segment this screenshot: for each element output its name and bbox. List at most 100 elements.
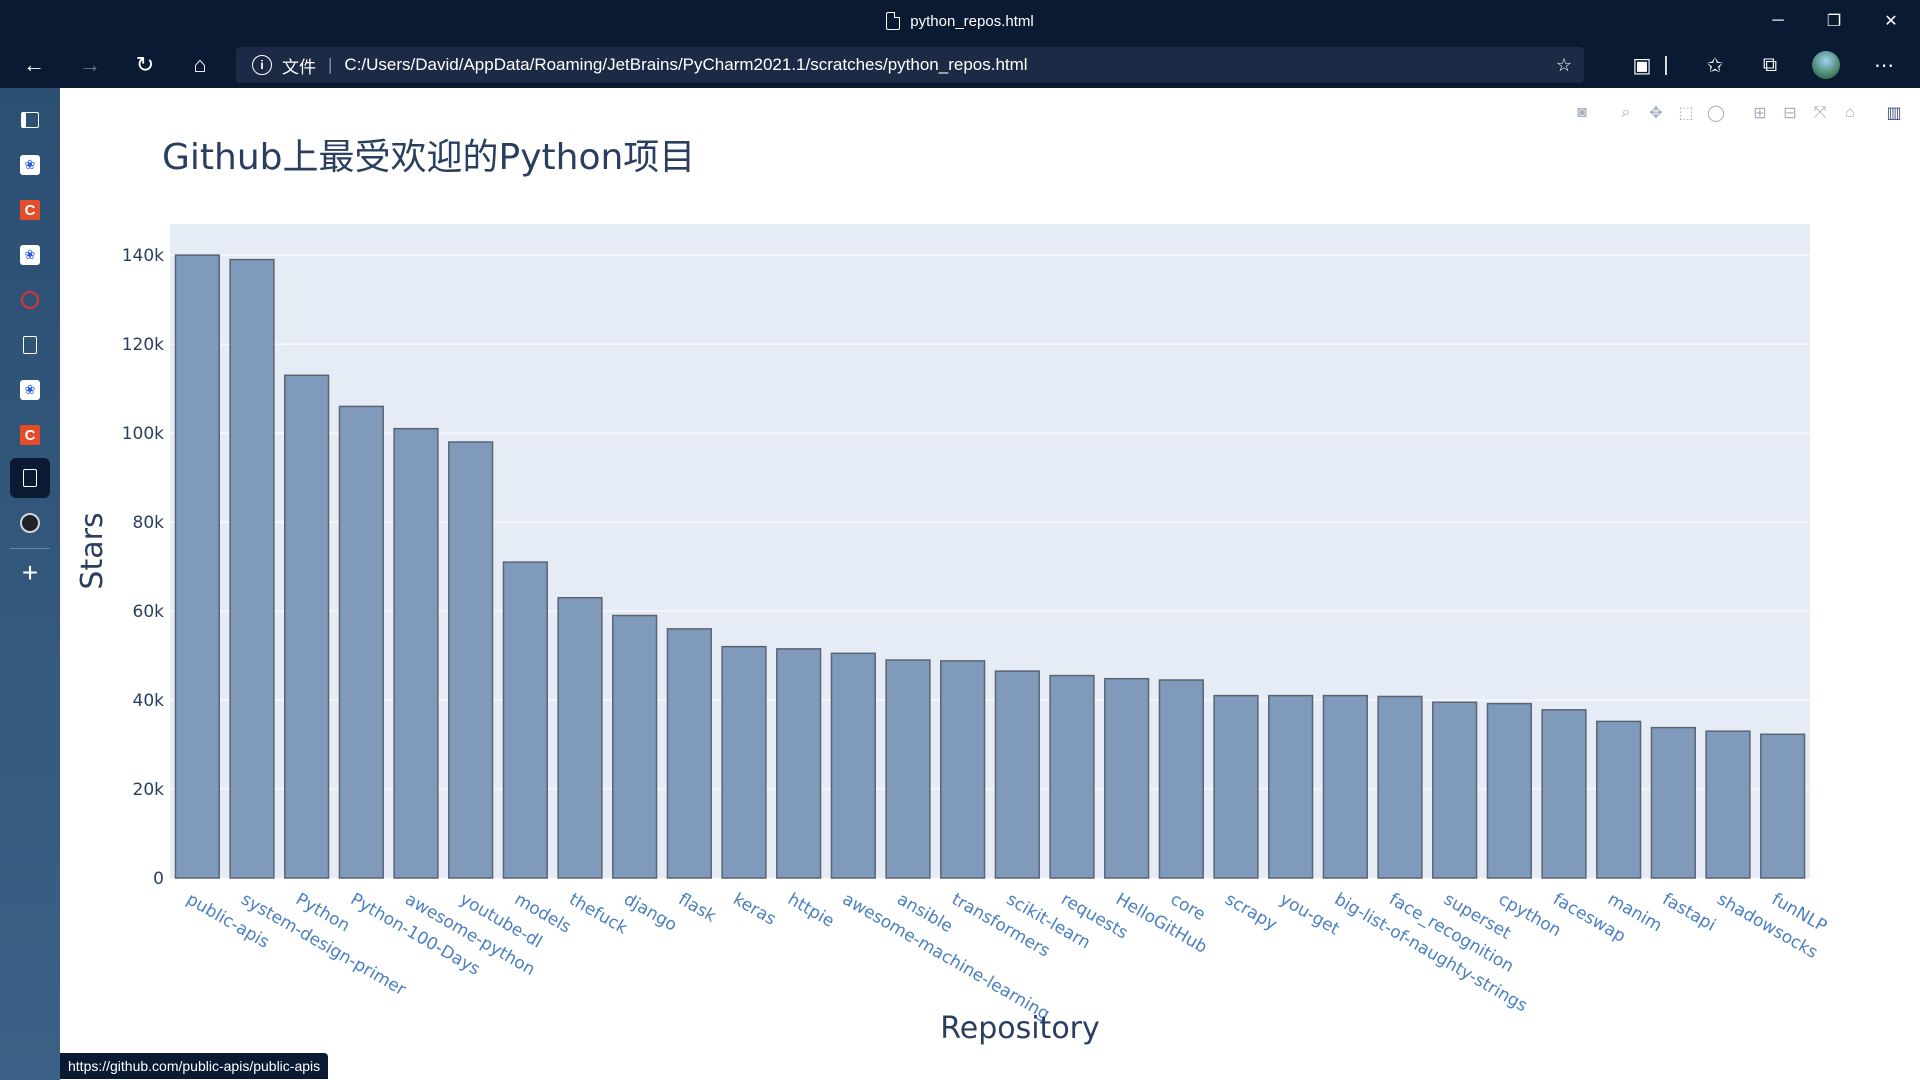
collections-icon[interactable]: ⧉ [1762,53,1778,76]
sidebar-item-document-1[interactable] [10,325,50,365]
sidebar: ❀ C ❀ ❀ C + [0,88,60,1080]
zoom-in-icon[interactable]: ⊞ [1753,105,1767,122]
bar [1760,733,1806,879]
bar [1322,694,1368,879]
bars [174,254,1806,879]
reset-axes-icon[interactable]: ⌂ [1845,104,1855,121]
bar [1049,674,1095,879]
plotly-modebar: ◙ ⌕ ✥ ⬚ ◯ ⊞ ⊟ ⤧ ⌂ ▥ [1570,102,1906,124]
y-tick-label: 140k [122,246,164,266]
reload-button[interactable]: ↻ [135,52,155,77]
x-tick-label: thefuck [566,889,631,938]
minimize-button[interactable]: ─ [1772,12,1784,29]
sidebar-item-blocked[interactable] [10,280,50,320]
bar [338,405,384,879]
bar [830,652,876,879]
blocked-icon [21,291,39,309]
restore-button[interactable]: ❐ [1826,13,1842,30]
gridlines [170,254,1810,790]
forward-button[interactable]: → [79,52,101,77]
plot-area [170,224,1810,878]
box-select-icon[interactable]: ⬚ [1678,105,1694,122]
sidebar-item-github[interactable] [10,503,50,543]
tabs-icon [21,112,39,128]
navigation-bar: ← → ↻ ⌂ i 文件 | C:/Users/David/AppData/Ro… [0,42,1920,88]
x-tick-label: django [620,889,680,935]
plus-icon: + [21,557,39,588]
y-tick-label: 20k [133,780,165,800]
address-label: 文件 [282,57,316,77]
document-icon [23,469,37,487]
immersive-reader-icon[interactable]: ▣ [1632,54,1652,77]
x-tick-label: flask [675,889,720,926]
bar [1541,709,1587,879]
sidebar-divider [10,548,50,549]
y-tick-label: 80k [133,513,165,533]
y-axis-label: Stars [75,512,110,589]
x-axis-ticks: public-apissystem-design-primerPythonPyt… [183,889,1830,1024]
bar [1268,694,1314,879]
sidebar-item-csdn-1[interactable]: C [10,190,50,230]
y-axis-ticks: 0 20k 40k 60k 80k 100k 120k 140k [122,246,164,889]
camera-icon[interactable]: ◙ [1577,104,1587,121]
back-button[interactable]: ← [23,52,45,77]
bar-chart: 0 20k 40k 60k 80k 100k 120k 140k public-apissys… [75,224,1830,1046]
bar [1377,695,1423,879]
x-tick-label: httpie [784,889,837,931]
x-tick-label: keras [730,889,780,929]
baidu-icon: ❀ [20,245,40,265]
sidebar-add-button[interactable]: + [10,553,50,593]
home-button[interactable]: ⌂ [193,52,207,77]
address-separator: | [328,55,333,74]
toolbar-divider: | [1663,53,1669,76]
document-icon [23,336,37,354]
sidebar-item-baidu-2[interactable]: ❀ [10,235,50,275]
bar [1432,701,1478,879]
bar [666,628,712,879]
zoom-out-icon[interactable]: ⊟ [1783,105,1797,122]
y-tick-label: 0 [153,869,164,889]
bar [1158,679,1204,879]
profile-avatar[interactable] [1806,46,1846,84]
add-favorite-icon[interactable]: ☆ [1555,54,1573,75]
info-icon[interactable]: i [252,55,272,75]
bar [1705,730,1751,879]
bar [1104,677,1150,879]
bar [1596,720,1642,879]
address-bar[interactable]: i 文件 | C:/Users/David/AppData/Roaming/Je… [236,47,1584,83]
lasso-icon[interactable]: ◯ [1707,105,1725,122]
page-content: ◙ ⌕ ✥ ⬚ ◯ ⊞ ⊟ ⤧ ⌂ ▥ Github上最受欢迎的Python项目… [60,88,1920,1080]
baidu-icon: ❀ [20,380,40,400]
pan-icon[interactable]: ✥ [1649,105,1663,122]
sidebar-item-csdn-2[interactable]: C [10,415,50,455]
bar [721,645,767,879]
zoom-icon[interactable]: ⌕ [1621,104,1631,121]
favorites-icon[interactable]: ✩ [1706,54,1724,77]
bar [1650,726,1696,879]
close-button[interactable]: ✕ [1884,13,1898,30]
chart-title: Github上最受欢迎的Python项目 [162,137,696,178]
x-tick-label: fastapi [1659,889,1719,935]
bar [776,648,822,879]
y-tick-label: 60k [133,602,165,622]
url-text[interactable]: C:/Users/David/AppData/Roaming/JetBrains… [344,55,1028,74]
baidu-icon: ❀ [20,155,40,175]
y-tick-label: 120k [122,335,164,355]
bar [1213,694,1259,879]
bar [448,441,494,879]
x-axis-label: Repository [940,1011,1100,1046]
sidebar-item-tabs[interactable] [10,100,50,140]
sidebar-item-baidu-1[interactable]: ❀ [10,145,50,185]
y-tick-label: 100k [122,424,164,444]
bar [393,427,439,879]
bar [994,670,1040,879]
sidebar-item-document-active[interactable] [10,458,50,498]
window-title-text: python_repos.html [910,12,1034,30]
sidebar-item-baidu-3[interactable]: ❀ [10,370,50,410]
bar [174,254,220,879]
bar [557,596,603,879]
more-menu-icon[interactable]: ⋯ [1874,54,1894,77]
autoscale-icon[interactable]: ⤧ [1813,104,1827,121]
plotly-logo-icon[interactable]: ▥ [1886,105,1902,122]
csdn-icon: C [20,425,40,445]
